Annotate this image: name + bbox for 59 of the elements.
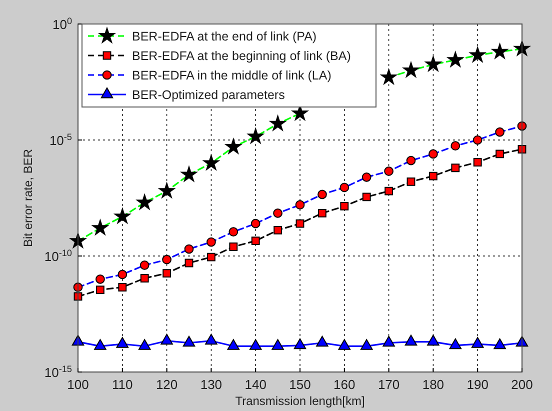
- point: [249, 339, 262, 350]
- x-axis-title: Transmission length[km]: [235, 394, 365, 408]
- y-axis-title: Bit error rate, BER: [21, 148, 35, 248]
- point: [184, 258, 194, 268]
- point: [94, 339, 106, 350]
- point: [338, 339, 351, 350]
- point: [160, 334, 173, 345]
- point: [316, 336, 328, 347]
- point: [229, 242, 238, 251]
- y-tick-label: 10$^{0}$: [52, 16, 72, 32]
- point: [362, 192, 371, 202]
- point: [96, 286, 104, 294]
- point: [451, 164, 460, 172]
- point: [471, 337, 484, 348]
- point: [404, 334, 418, 346]
- point: [182, 336, 196, 347]
- x-tick-label: 100: [67, 377, 89, 392]
- point: [496, 150, 504, 158]
- point: [473, 158, 482, 166]
- point: [360, 339, 373, 350]
- point: [206, 252, 216, 262]
- point: [318, 208, 326, 218]
- x-tick-label: 190: [466, 377, 488, 392]
- point: [428, 172, 438, 180]
- point: [205, 334, 218, 345]
- point: [294, 338, 306, 350]
- legend-label: BER-EDFA in the middle of link (LA): [132, 68, 332, 82]
- x-tick-label: 160: [334, 377, 356, 392]
- point: [427, 334, 440, 346]
- point: [494, 338, 506, 350]
- x-tick-label: 180: [422, 377, 444, 392]
- point: [449, 338, 462, 350]
- point: [138, 339, 151, 350]
- x-tick-label: 120: [156, 377, 178, 392]
- point: [227, 339, 240, 350]
- y-tick-label: 10$^{-15}$: [44, 364, 72, 380]
- point: [340, 202, 349, 210]
- point: [382, 336, 395, 347]
- y-tick-label: 10$^{-10}$: [44, 248, 72, 264]
- legend-label: BER-Optimized parameters: [132, 88, 285, 102]
- x-tick-label: 150: [289, 377, 311, 392]
- x-tick-label: 110: [112, 377, 133, 392]
- point: [272, 339, 284, 350]
- x-tick-label: 130: [200, 377, 222, 392]
- point: [251, 236, 260, 246]
- legend-label: BER-EDFA at the beginning of link (BA): [132, 49, 351, 63]
- x-tick-label: 170: [378, 377, 400, 392]
- point: [296, 219, 304, 228]
- x-tick-label: 200: [511, 377, 533, 392]
- point: [274, 226, 282, 234]
- y-tick-label: 10$^{-5}$: [49, 132, 72, 148]
- x-tick-label: 140: [244, 377, 266, 392]
- point: [406, 177, 416, 186]
- point: [118, 283, 127, 292]
- point: [140, 274, 149, 282]
- legend-label: BER-EDFA at the end of link (PA): [132, 30, 317, 44]
- point: [384, 186, 394, 196]
- point: [116, 337, 129, 348]
- point: [162, 269, 172, 278]
